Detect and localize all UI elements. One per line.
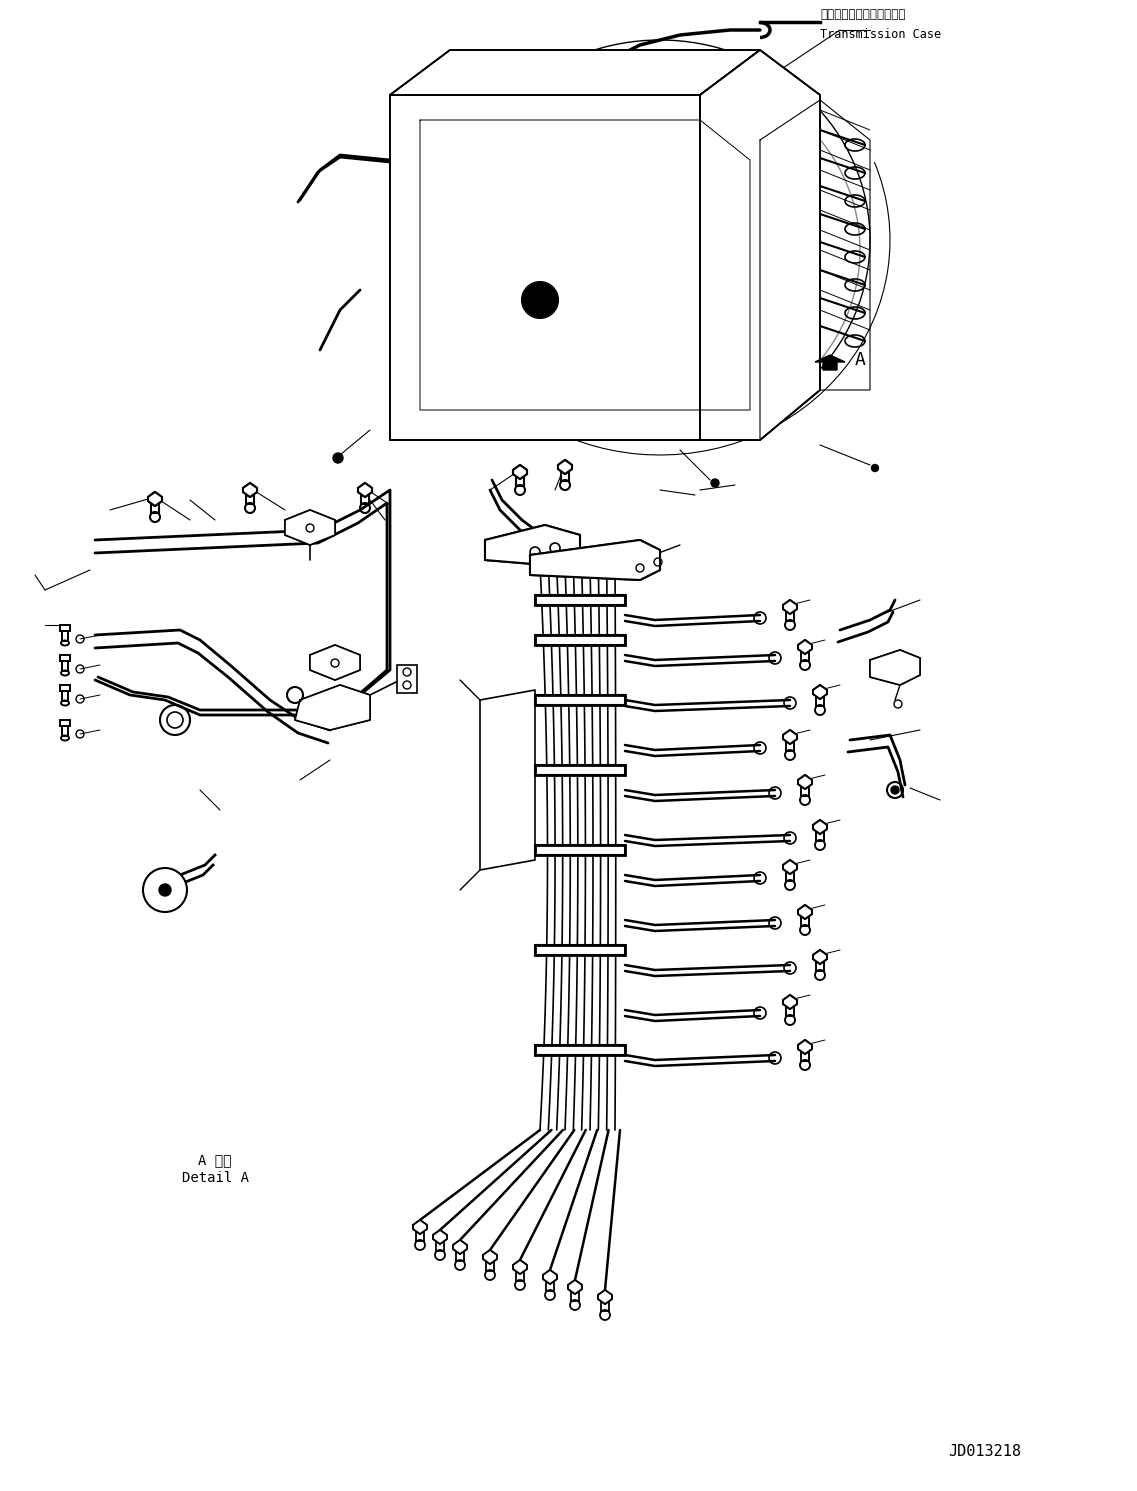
Bar xyxy=(536,635,625,646)
Circle shape xyxy=(891,786,899,795)
Polygon shape xyxy=(783,599,797,614)
Circle shape xyxy=(159,884,171,896)
Polygon shape xyxy=(568,1279,582,1294)
Bar xyxy=(60,625,70,631)
Polygon shape xyxy=(148,492,161,505)
Circle shape xyxy=(522,282,558,318)
Text: Transmission Case: Transmission Case xyxy=(820,28,941,42)
Bar xyxy=(536,765,625,775)
Polygon shape xyxy=(358,483,372,497)
Polygon shape xyxy=(815,355,845,370)
Bar xyxy=(536,595,625,605)
Bar xyxy=(536,695,625,705)
Bar xyxy=(536,945,625,956)
Polygon shape xyxy=(783,731,797,744)
Polygon shape xyxy=(285,510,335,546)
Polygon shape xyxy=(783,860,797,874)
Polygon shape xyxy=(543,1270,557,1284)
Bar xyxy=(536,1045,625,1056)
Bar xyxy=(536,765,625,775)
Polygon shape xyxy=(813,950,827,965)
Bar xyxy=(536,635,625,646)
Polygon shape xyxy=(413,1220,428,1235)
Text: A: A xyxy=(855,350,866,368)
Text: Detail A: Detail A xyxy=(182,1170,249,1185)
Polygon shape xyxy=(558,461,572,474)
Polygon shape xyxy=(243,483,257,497)
Polygon shape xyxy=(798,905,812,918)
Bar xyxy=(536,595,625,605)
Polygon shape xyxy=(870,650,920,684)
Bar xyxy=(60,655,70,661)
Text: トランスミッションケース: トランスミッションケース xyxy=(820,9,905,21)
Polygon shape xyxy=(813,820,827,833)
Polygon shape xyxy=(513,465,528,479)
Circle shape xyxy=(871,465,879,471)
Bar xyxy=(397,665,417,693)
Text: A 詳細: A 詳細 xyxy=(198,1153,232,1167)
Bar xyxy=(536,845,625,854)
Bar xyxy=(60,720,70,726)
Polygon shape xyxy=(390,95,760,440)
Bar xyxy=(60,684,70,690)
Text: JD013218: JD013218 xyxy=(948,1445,1021,1460)
Polygon shape xyxy=(530,540,659,580)
Bar xyxy=(536,695,625,705)
Polygon shape xyxy=(798,640,812,655)
Polygon shape xyxy=(513,1260,528,1273)
Polygon shape xyxy=(310,646,360,680)
Polygon shape xyxy=(598,1290,612,1305)
Bar xyxy=(536,845,625,854)
Bar xyxy=(536,1045,625,1056)
Bar xyxy=(536,945,625,956)
Polygon shape xyxy=(813,684,827,699)
Polygon shape xyxy=(453,1241,467,1254)
Polygon shape xyxy=(294,684,370,731)
Polygon shape xyxy=(483,1249,497,1264)
Circle shape xyxy=(333,453,343,464)
Polygon shape xyxy=(798,1041,812,1054)
Polygon shape xyxy=(700,51,820,440)
Polygon shape xyxy=(798,775,812,789)
Polygon shape xyxy=(485,525,580,565)
Circle shape xyxy=(711,479,719,488)
Polygon shape xyxy=(433,1230,447,1243)
Polygon shape xyxy=(390,51,760,95)
Polygon shape xyxy=(783,994,797,1009)
Circle shape xyxy=(143,868,186,912)
